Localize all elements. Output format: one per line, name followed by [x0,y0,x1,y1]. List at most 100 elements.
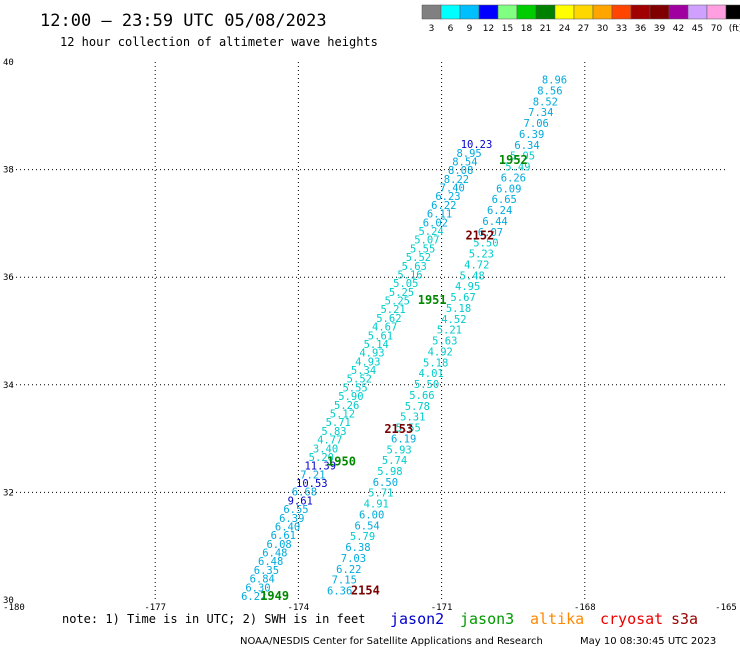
chart-title: 12:00 – 23:59 UTC 05/08/2023 [40,11,327,31]
swh-value: 5.52 [347,374,372,386]
swh-value: 5.98 [377,466,402,478]
wave-height-tracks: 6.226.306.846.356.486.486.086.616.406.39… [241,75,567,603]
legend-swatch [440,4,461,20]
swh-value: 8.54 [452,156,477,168]
swh-value: 4.01 [418,368,443,380]
axis-ticks: -180 -177 -174 -171 -168 -165 40 38 36 34 32 30 [3,58,737,613]
legend-label: 15 [502,24,513,34]
swh-value: 6.50 [373,477,398,489]
legend-swatch [725,4,740,20]
legend-label: 70 [711,24,723,34]
swh-value: 5.24 [418,226,443,238]
credit-left: NOAA/NESDIS Center for Satellite Applica… [240,636,543,647]
swh-value: 4.77 [317,435,342,447]
swh-value: 5.25 [385,296,410,308]
swh-value: 6.39 [519,129,544,141]
x-tick-label: -171 [431,603,453,613]
swh-value: 5.67 [450,292,475,304]
legend-label: 12 [483,24,494,34]
units-note: note: 1) Time is in UTC; 2) SWH is in fe… [62,612,365,626]
swh-value: 6.23 [435,191,460,203]
swh-value: 6.22 [241,591,266,603]
legend-swatch [554,4,575,20]
swh-value: 5.34 [351,365,376,377]
swh-value: 6.68 [292,487,317,499]
legend-label: (ft) [729,24,740,34]
x-tick-label: -174 [288,603,310,613]
swh-value: 4.67 [372,322,397,334]
swh-value: 5.95 [510,151,535,163]
time-label: 1952 [499,153,528,167]
swh-value: 6.65 [492,194,517,206]
time-labels: 1952 2152 1951 2153 1950 2154 1949 [260,153,528,603]
swh-value: 6.39 [279,513,304,525]
swh-value: 5.49 [505,162,530,174]
swh-value: 6.55 [283,504,308,516]
swh-value: 10.53 [296,478,328,490]
swh-value: 6.30 [245,582,270,594]
swh-value: 5.16 [397,269,422,281]
legend-label: 18 [521,24,533,34]
satellite-legend-cryosat: cryosat [600,610,663,628]
y-tick-label: 34 [3,381,14,391]
swh-value: 5.63 [402,261,427,273]
swh-value: 5.50 [473,238,498,250]
legend-label: 42 [673,24,684,34]
x-tick-label: -180 [3,603,25,613]
swh-value: 5.31 [400,412,425,424]
y-tick-label: 40 [3,58,14,68]
legend-label: 36 [635,24,647,34]
legend-swatch [649,4,670,20]
legend-label: 30 [597,24,609,34]
legend-swatch [668,4,689,20]
swh-value: 5.71 [326,417,351,429]
swh-value: 9.61 [288,495,313,507]
swh-value: 5.79 [350,531,375,543]
swh-value: 5.90 [338,391,363,403]
y-tick-label: 36 [3,273,14,283]
grid-lines [12,62,728,600]
swh-value: 7.40 [440,183,465,195]
swh-value: 6.36 [327,586,352,598]
swh-value: 5.74 [382,455,407,467]
swh-value: 6.48 [262,548,287,560]
legend-swatch [687,4,708,20]
swh-value: 6.54 [354,520,379,532]
chart-subtitle: 12 hour collection of altimeter wave hei… [60,35,378,49]
swh-value: 6.02 [423,217,448,229]
swh-value: 7.21 [300,469,325,481]
swh-value: 6.34 [514,140,539,152]
swh-value: 6.09 [496,183,521,195]
satellite-legend-s3a: s3a [671,610,698,628]
swh-value: 5.62 [376,313,401,325]
legend-label: 6 [448,24,454,34]
swh-value: 5.20 [309,452,334,464]
swh-value: 5.93 [386,444,411,456]
legend-swatch [516,4,537,20]
swh-value: 5.55 [396,423,421,435]
satellite-legend-altika: altika [530,610,584,628]
swh-value: 5.50 [414,379,439,391]
swh-value: 4.95 [455,281,480,293]
swh-value: 7.03 [341,553,366,565]
swh-value: 4.93 [355,356,380,368]
swh-value: 8.96 [542,75,567,87]
swh-value: 5.78 [405,401,430,413]
swh-value: 11.39 [304,461,336,473]
time-label: 2153 [384,422,413,436]
swh-value: 8.52 [533,96,558,108]
swh-value: 6.24 [487,205,512,217]
swh-value: 6.61 [271,530,296,542]
swh-value: 5.55 [410,243,435,255]
x-tick-label: -168 [574,603,596,613]
swh-value: 5.07 [414,235,439,247]
swh-value: 5.21 [437,325,462,337]
swh-value: 6.07 [478,227,503,239]
swh-value: 5.26 [334,400,359,412]
time-label: 2154 [351,584,380,598]
swh-value: 8.56 [537,85,562,97]
swh-value: 6.48 [258,556,283,568]
legend-label: 9 [467,24,473,34]
swh-value: 6.35 [254,565,279,577]
